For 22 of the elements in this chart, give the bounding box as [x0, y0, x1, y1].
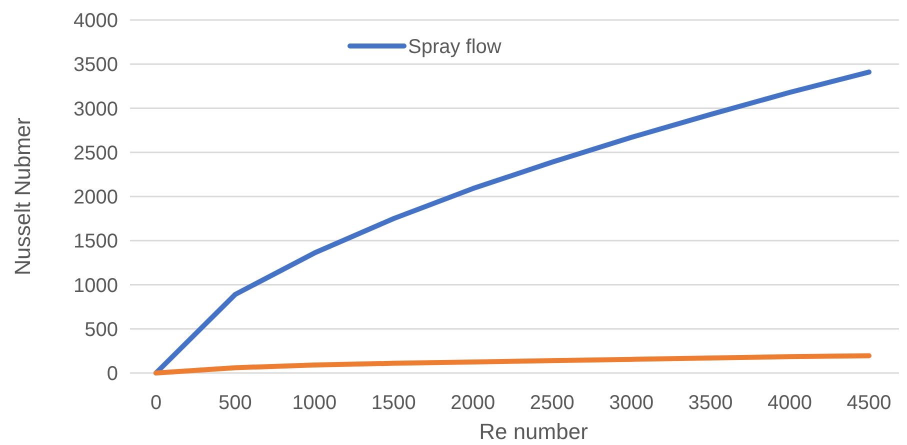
x-tick-label: 4500	[846, 392, 892, 414]
x-tick-label: 2000	[450, 392, 496, 414]
y-tick-label: 0	[106, 363, 118, 385]
x-tick-label: 2500	[530, 392, 574, 414]
x-tick-label: 0	[150, 392, 162, 414]
y-tick-label: 2000	[74, 186, 118, 208]
x-tick-label: 500	[218, 392, 252, 414]
y-tick-label: 2500	[74, 142, 118, 164]
x-tick-label: 1000	[292, 392, 337, 414]
y-tick-label: 3500	[74, 54, 118, 76]
x-tick-label: 1500	[371, 392, 416, 414]
y-tick-label: 1000	[74, 274, 118, 297]
x-tick-label: 3000	[609, 392, 654, 414]
y-tick-label: 4000	[74, 10, 118, 32]
x-tick-label: 4000	[768, 392, 812, 414]
legend-label: Spray flow	[408, 36, 502, 58]
y-tick-label: 1500	[74, 230, 118, 253]
y-axis-title: Nusselt Nubmer	[10, 118, 35, 276]
x-axis-title: Re number	[479, 419, 588, 444]
x-tick-label: 3500	[688, 392, 733, 414]
y-tick-label: 500	[84, 318, 118, 341]
y-tick-label: 3000	[74, 98, 118, 120]
